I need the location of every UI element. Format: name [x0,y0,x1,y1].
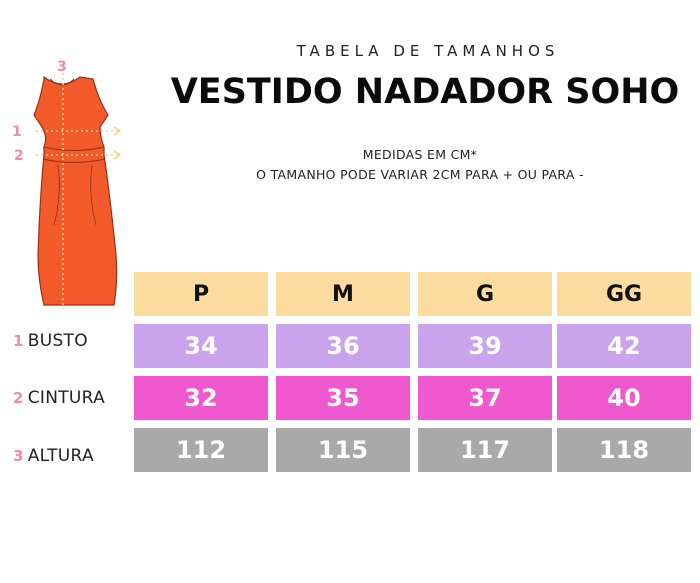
row-label-cintura: 2 CINTURA [13,386,105,410]
marker-waist: 2 [14,148,24,164]
row-label: BUSTO [27,331,88,351]
cell-cintura-g: 37 [418,376,552,420]
cell-busto-m: 36 [276,324,410,368]
row-label: ALTURA [27,446,94,466]
size-header-p: P [134,272,268,316]
cell-altura-p: 112 [134,428,268,472]
cell-busto-p: 34 [134,324,268,368]
row-label: CINTURA [27,388,106,408]
cell-altura-m: 115 [276,428,410,472]
size-header-m: M [276,272,410,316]
page-title: VESTIDO NADADOR SOHO [170,72,680,112]
note-units: MEDIDAS EM CM* [362,147,478,162]
row-number: 2 [13,389,24,407]
row-label-altura: 3 ALTURA [13,444,94,468]
row-number: 3 [13,447,24,465]
measurement-note: MEDIDAS EM CM* O TAMANHO PODE VARIAR 2CM… [230,145,610,185]
row-label-busto: 1 BUSTO [13,329,88,353]
marker-bust: 1 [12,124,22,140]
cell-cintura-m: 35 [276,376,410,420]
row-number: 1 [13,332,24,350]
cell-cintura-p: 32 [134,376,268,420]
cell-altura-g: 117 [418,428,552,472]
dress-illustration: 3 1 2 [12,59,122,309]
cell-altura-gg: 118 [557,428,691,472]
dress-shape [33,75,118,306]
note-variation: O TAMANHO PODE VARIAR 2CM PARA + OU PARA… [256,167,584,182]
cell-busto-gg: 42 [557,324,691,368]
cell-cintura-gg: 40 [557,376,691,420]
cell-busto-g: 39 [418,324,552,368]
marker-height: 3 [57,59,67,75]
subtitle: TABELA DE TAMANHOS [296,42,560,60]
size-header-gg: GG [557,272,691,316]
size-header-g: G [418,272,552,316]
